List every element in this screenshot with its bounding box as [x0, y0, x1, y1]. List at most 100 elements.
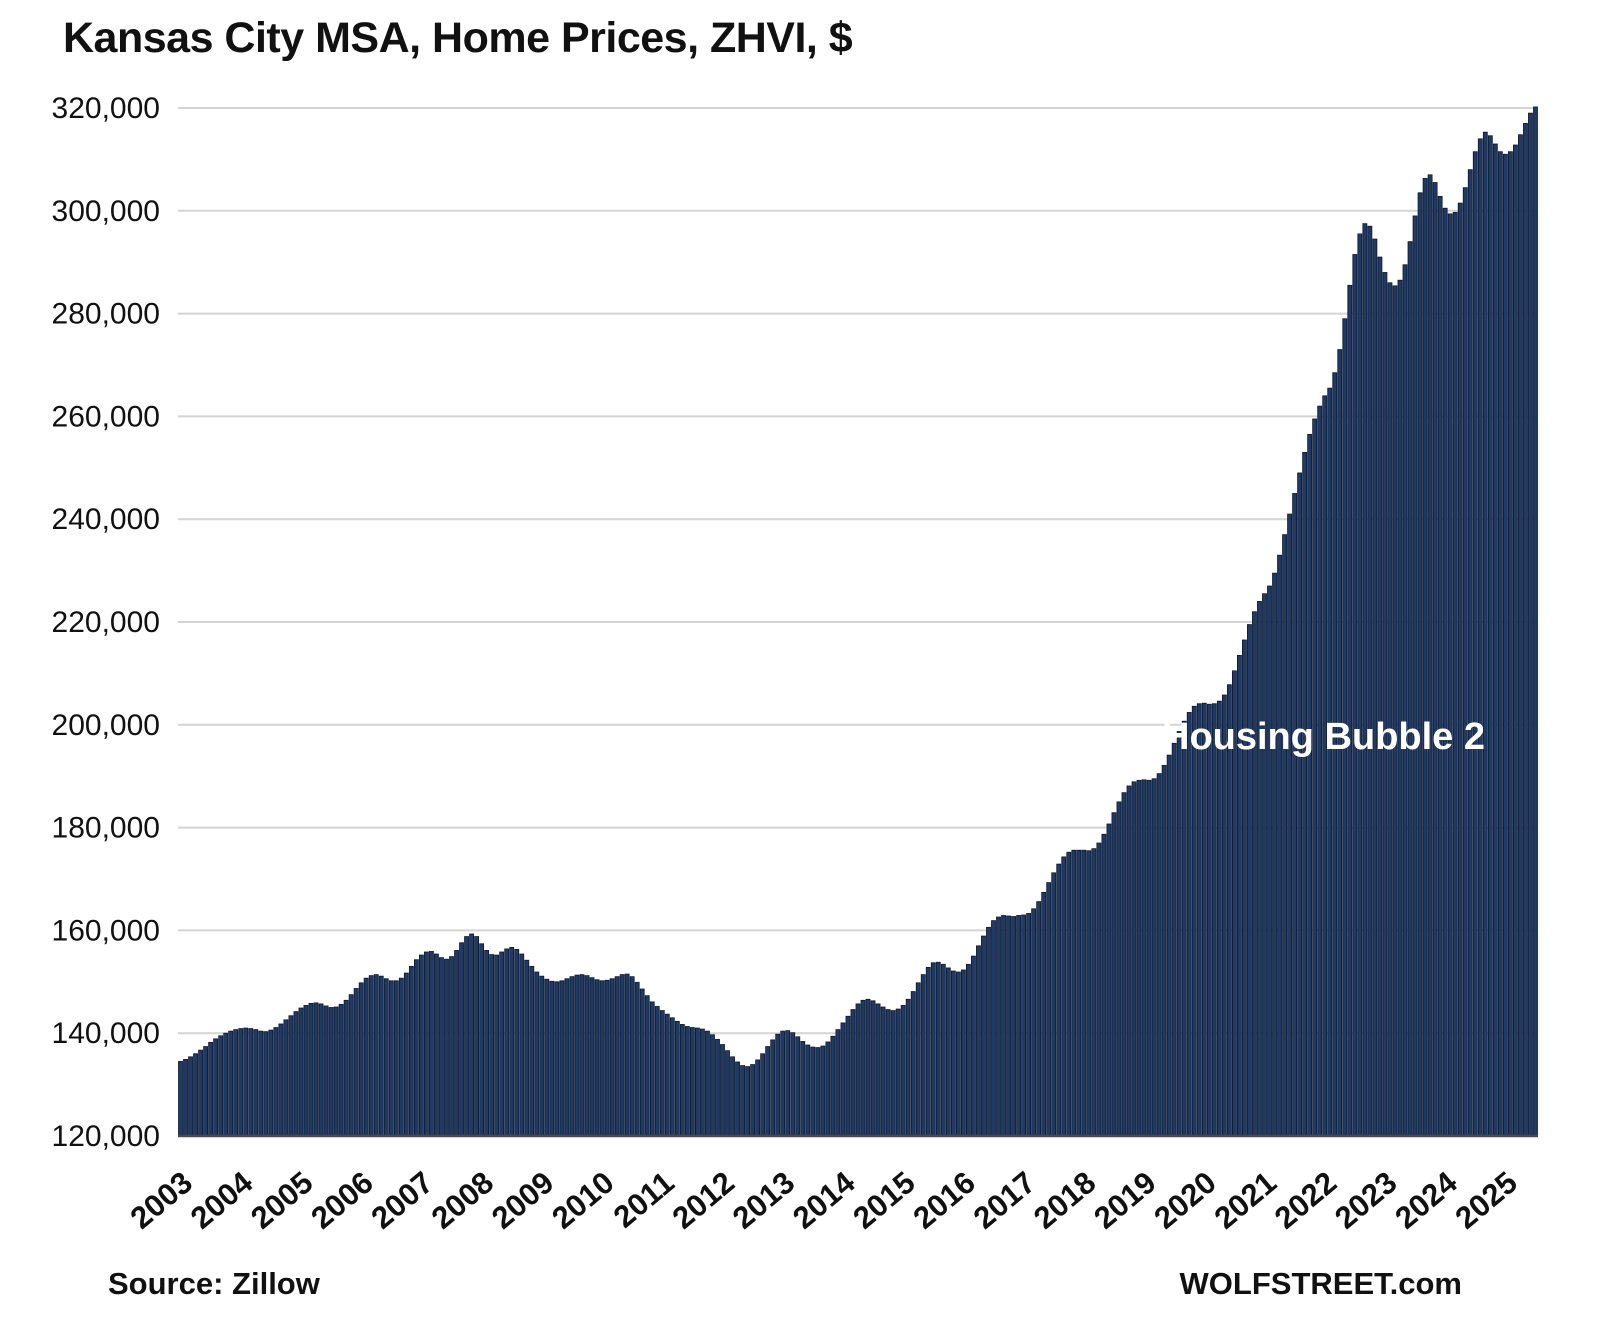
bar [459, 942, 464, 1137]
bar [1061, 856, 1067, 1137]
bar [1116, 801, 1122, 1137]
bar [1432, 182, 1438, 1137]
bar [1056, 863, 1062, 1137]
bar [258, 1030, 264, 1137]
bar [283, 1019, 289, 1137]
bar [1528, 112, 1533, 1137]
x-axis-tick-label: 2007 [365, 1165, 440, 1236]
bar [1412, 215, 1418, 1137]
chart-title: Kansas City MSA, Home Prices, ZHVI, $ [63, 14, 853, 62]
y-axis-tick-label: 240,000 [52, 503, 160, 536]
bar [1477, 138, 1483, 1137]
bar [1111, 812, 1117, 1137]
bar [955, 971, 961, 1137]
x-axis-tick-label: 2025 [1449, 1165, 1524, 1236]
bar [1161, 765, 1167, 1137]
bar [935, 961, 941, 1137]
y-axis-tick-label: 320,000 [52, 92, 160, 125]
bar [1001, 915, 1006, 1137]
bar [1467, 169, 1473, 1137]
bar [780, 1030, 786, 1137]
bar [183, 1059, 188, 1137]
bar [624, 973, 630, 1137]
bar [509, 946, 515, 1137]
bar [479, 943, 485, 1137]
bar [1151, 778, 1157, 1137]
bar [233, 1029, 239, 1137]
bar [1191, 705, 1197, 1137]
bar [1427, 174, 1433, 1137]
bar [429, 951, 434, 1137]
bar [353, 988, 359, 1137]
bar [1247, 624, 1252, 1137]
bar [1302, 451, 1308, 1137]
bar [1312, 418, 1318, 1137]
x-axis-tick-label: 2022 [1268, 1165, 1343, 1236]
bar [1367, 225, 1373, 1137]
bar [308, 1002, 314, 1137]
y-axis-tick-label: 160,000 [52, 914, 160, 947]
bar [1292, 493, 1298, 1137]
bar [544, 978, 550, 1137]
y-axis-tick-label: 180,000 [52, 812, 160, 845]
bar [730, 1056, 735, 1137]
bar [1327, 387, 1333, 1137]
bar [825, 1041, 831, 1137]
bar [313, 1002, 319, 1137]
bar [1417, 192, 1423, 1137]
bar [413, 959, 419, 1137]
bar [639, 988, 645, 1137]
bar [494, 954, 500, 1137]
bar [303, 1005, 309, 1137]
bar [1402, 264, 1408, 1137]
bar [770, 1039, 776, 1137]
bar [1287, 513, 1292, 1137]
bar [1136, 779, 1142, 1137]
x-axis-tick-label: 2003 [124, 1165, 199, 1236]
bar [273, 1027, 279, 1137]
bar [278, 1023, 284, 1137]
bar [1362, 223, 1368, 1137]
bar [1377, 256, 1383, 1137]
x-axis-tick-label: 2004 [184, 1164, 260, 1236]
bar [188, 1056, 193, 1137]
bar [966, 963, 971, 1137]
bar [1523, 123, 1528, 1137]
bar [1533, 106, 1538, 1137]
bar [464, 936, 469, 1137]
bar [1006, 915, 1011, 1137]
bar [1026, 913, 1032, 1137]
bar [1106, 823, 1112, 1137]
bar [1257, 601, 1262, 1137]
bar [1051, 872, 1057, 1137]
bar [890, 1010, 896, 1137]
bar [1186, 712, 1192, 1137]
bar [208, 1042, 214, 1137]
bar [524, 959, 530, 1137]
bar [644, 995, 650, 1137]
bar [363, 977, 369, 1137]
bar [1096, 842, 1102, 1137]
bar [1131, 781, 1137, 1137]
bar [1086, 850, 1092, 1137]
bar [1081, 849, 1087, 1137]
bar [664, 1013, 670, 1137]
bar [945, 967, 951, 1137]
x-axis-tick-label: 2012 [666, 1165, 741, 1236]
bar [1307, 433, 1313, 1137]
bar [684, 1026, 690, 1137]
x-axis-tick-label: 2006 [304, 1165, 379, 1236]
bar [489, 954, 495, 1137]
x-axis-tick-label: 2010 [545, 1165, 620, 1236]
bar [885, 1009, 891, 1137]
bar [323, 1005, 329, 1137]
wolfstreet-watermark: WOLFSTREET.com [1179, 1266, 1462, 1301]
x-axis-tick-label: 2005 [244, 1165, 319, 1236]
bar [1497, 151, 1503, 1137]
bar [484, 950, 490, 1137]
bar [659, 1010, 665, 1137]
x-axis-tick-label: 2016 [907, 1165, 982, 1236]
bar [333, 1006, 339, 1137]
bar [930, 962, 936, 1137]
